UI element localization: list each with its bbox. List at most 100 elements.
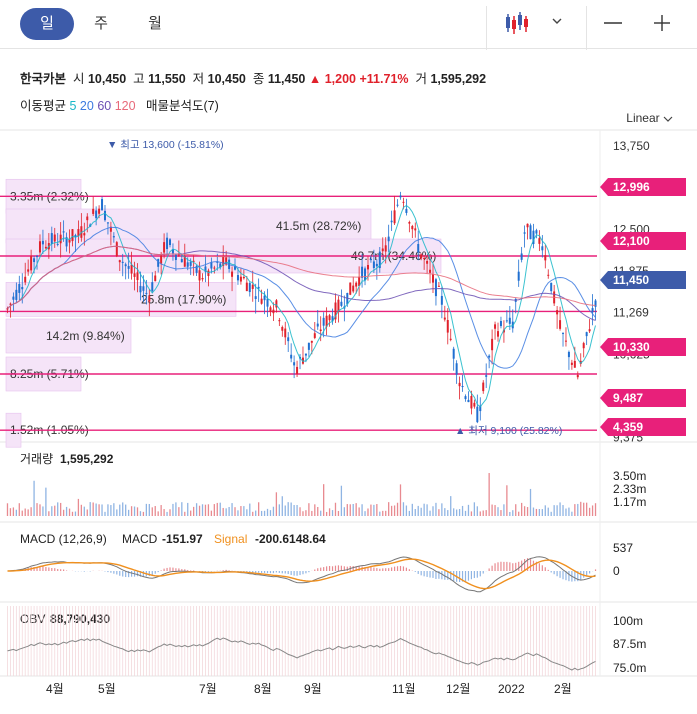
macd-label: MACD [122, 532, 158, 546]
candle-body [9, 303, 12, 305]
tab-daily[interactable]: 일 [20, 8, 74, 40]
ma-period-20: 20 [76, 99, 94, 113]
candle-body [68, 239, 71, 243]
ma-line-20 [7, 226, 596, 369]
candle-body [488, 355, 491, 358]
candle-body [65, 237, 68, 247]
stock-name: 한국카본 [20, 72, 67, 86]
candle-body [364, 268, 367, 281]
candle-body [541, 246, 544, 251]
scale-selector[interactable]: Linear [626, 111, 673, 125]
candle-body [225, 257, 228, 265]
candle-body [417, 244, 420, 253]
toolbar-divider [486, 6, 487, 50]
candle-body [192, 260, 195, 262]
candle-body [163, 242, 166, 253]
candle-body [103, 210, 106, 221]
ma-periods: 5 20 60 120 [70, 99, 136, 113]
candle-body [355, 282, 358, 287]
signal-label: Signal [214, 532, 247, 546]
price-tag-label: 12,996 [613, 180, 650, 194]
low-value: 10,450 [207, 72, 246, 86]
candle-body [293, 362, 296, 366]
candle-body [334, 302, 337, 320]
candle-body [231, 271, 234, 277]
candle-body [86, 216, 89, 221]
obv-title: OBV [20, 612, 45, 626]
volume-title-value: 1,595,292 [60, 452, 114, 466]
candle-body [53, 234, 56, 242]
candle-body [440, 295, 443, 305]
candle-body [109, 226, 112, 232]
candle-body [532, 230, 535, 245]
candle-body [33, 258, 36, 263]
change-value: ▲ 1,200 [308, 72, 357, 86]
volume-tick-label: 2.33m [613, 482, 646, 496]
volume-value: 1,595,292 [430, 72, 487, 86]
volume-title: 거래량 [20, 452, 53, 466]
price-tag-label: 9,487 [613, 391, 643, 405]
candle-body [27, 269, 30, 272]
x-tick-label: 11월 [392, 682, 416, 696]
tab-monthly[interactable]: 월 [148, 15, 162, 32]
x-tick-label: 2월 [554, 682, 572, 696]
candle-body [213, 267, 216, 269]
candle-body [340, 301, 343, 306]
volume-profile-label[interactable]: 매물분석도(7) [146, 99, 219, 113]
volume-profile-bar [5, 318, 132, 354]
price-tag: 12,996 [600, 178, 686, 196]
high-label: 고 [133, 72, 145, 86]
candle-body [151, 282, 154, 291]
x-tick-label: 5월 [98, 682, 116, 696]
candle-body [529, 225, 532, 240]
candle-body [316, 323, 319, 327]
ma-period-120: 120 [111, 99, 136, 113]
open-value: 10,450 [87, 72, 127, 86]
candle-body [434, 279, 437, 297]
plus-icon[interactable] [654, 15, 670, 31]
candle-body [101, 199, 104, 211]
candle-body [36, 256, 39, 258]
ma-line-5 [7, 204, 596, 408]
candle-body [174, 254, 177, 260]
candle-body [479, 405, 482, 412]
candle-body [414, 228, 417, 231]
candle-body [559, 320, 562, 329]
candle-body [115, 242, 118, 257]
candle-body [186, 262, 189, 267]
candle-body [405, 208, 408, 213]
candle-body [381, 248, 384, 252]
candle-body [136, 272, 139, 281]
ma-period-5: 5 [69, 99, 77, 113]
candle-body [166, 237, 169, 249]
candle-body [464, 396, 467, 400]
candle-body [183, 256, 186, 267]
chart-type-selector[interactable] [500, 10, 570, 38]
candle-body [393, 210, 396, 224]
candle-body [482, 382, 485, 392]
candle-body [476, 406, 479, 423]
ma-period-60: 60 [93, 99, 112, 113]
header-divider [0, 48, 697, 49]
candle-body [452, 348, 455, 359]
candle-body [423, 258, 426, 260]
candle-body [446, 320, 449, 333]
candle-body [234, 266, 237, 270]
candle-body [505, 320, 508, 322]
candle-body [449, 338, 452, 340]
price-tag: 12,100 [600, 232, 686, 250]
ma-label[interactable]: 이동평균 [20, 99, 67, 113]
change-percent: +11.71% [359, 72, 409, 86]
tab-weekly[interactable]: 주 [94, 15, 108, 32]
candle-body [83, 233, 86, 236]
candle-body [195, 266, 198, 273]
volume-profile-bar [5, 282, 237, 317]
obv-line [7, 637, 596, 671]
candle-body [41, 240, 44, 245]
high-marker: ▼ 최고 13,600 (-15.81%) [107, 139, 224, 151]
candle-body [585, 332, 588, 337]
candle-body [59, 234, 62, 244]
candle-body [310, 340, 313, 343]
candle-body [358, 276, 361, 286]
